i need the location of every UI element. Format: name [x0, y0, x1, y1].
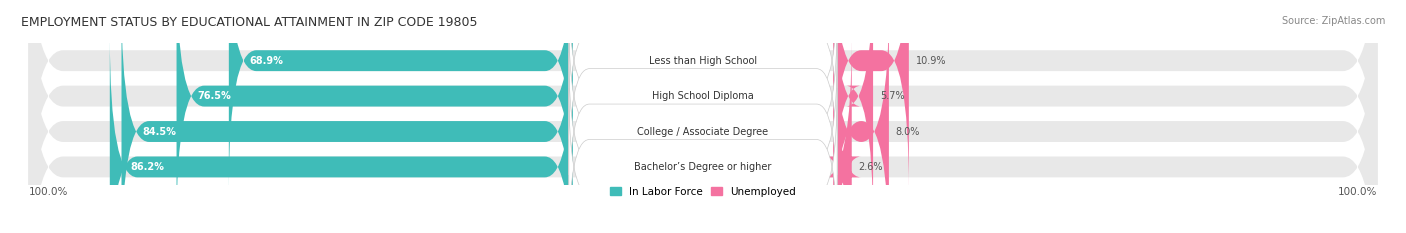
Text: 10.9%: 10.9% — [915, 56, 946, 66]
Text: 8.0%: 8.0% — [896, 127, 920, 137]
FancyBboxPatch shape — [28, 0, 1378, 233]
FancyBboxPatch shape — [824, 36, 860, 233]
Text: 2.6%: 2.6% — [859, 162, 883, 172]
FancyBboxPatch shape — [569, 17, 837, 175]
Text: 76.5%: 76.5% — [197, 91, 231, 101]
Text: 86.2%: 86.2% — [131, 162, 165, 172]
Text: 84.5%: 84.5% — [142, 127, 176, 137]
Text: College / Associate Degree: College / Associate Degree — [637, 127, 769, 137]
FancyBboxPatch shape — [569, 53, 837, 210]
Text: 100.0%: 100.0% — [1339, 187, 1378, 197]
Legend: In Labor Force, Unemployed: In Labor Force, Unemployed — [606, 182, 800, 201]
Text: EMPLOYMENT STATUS BY EDUCATIONAL ATTAINMENT IN ZIP CODE 19805: EMPLOYMENT STATUS BY EDUCATIONAL ATTAINM… — [21, 16, 478, 29]
FancyBboxPatch shape — [229, 0, 572, 192]
FancyBboxPatch shape — [834, 0, 889, 233]
Text: Source: ZipAtlas.com: Source: ZipAtlas.com — [1281, 16, 1385, 26]
FancyBboxPatch shape — [28, 0, 1378, 233]
FancyBboxPatch shape — [28, 0, 1378, 233]
Text: Bachelor’s Degree or higher: Bachelor’s Degree or higher — [634, 162, 772, 172]
Text: High School Diploma: High School Diploma — [652, 91, 754, 101]
FancyBboxPatch shape — [834, 0, 908, 192]
FancyBboxPatch shape — [110, 36, 572, 233]
FancyBboxPatch shape — [177, 0, 572, 227]
Text: Less than High School: Less than High School — [650, 56, 756, 66]
FancyBboxPatch shape — [569, 0, 837, 140]
FancyBboxPatch shape — [569, 88, 837, 233]
FancyBboxPatch shape — [834, 0, 873, 227]
Text: 5.7%: 5.7% — [880, 91, 904, 101]
FancyBboxPatch shape — [121, 0, 572, 233]
Text: 68.9%: 68.9% — [250, 56, 284, 66]
Text: 100.0%: 100.0% — [28, 187, 67, 197]
FancyBboxPatch shape — [28, 0, 1378, 227]
